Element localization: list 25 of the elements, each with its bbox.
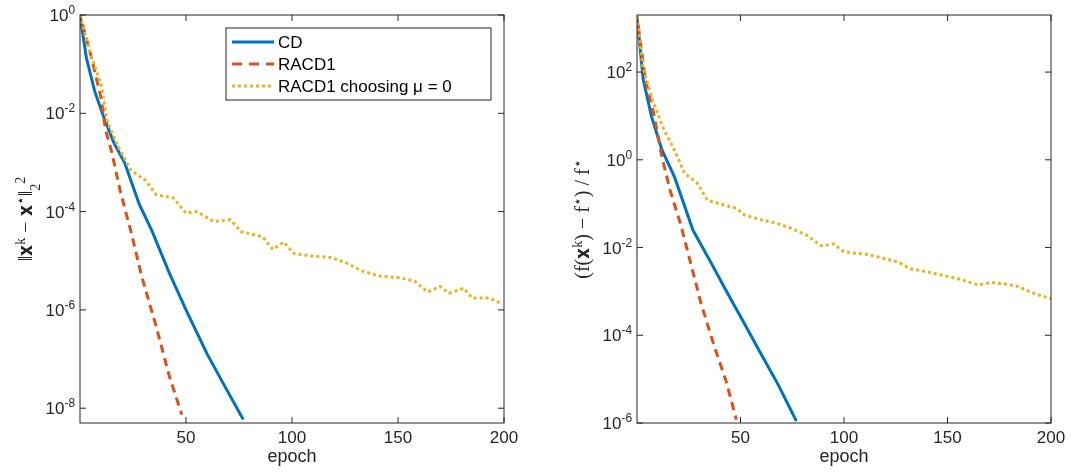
x-tick-label: 100 (829, 428, 859, 447)
y-tick-label: 10$^{-2}$ (45, 101, 76, 124)
y-tick-label: 10$^{0}$ (49, 3, 76, 25)
legend-label: RACD1 choosing μ = 0 (278, 77, 452, 96)
y-tick-label: 10$^{2}$ (606, 60, 633, 83)
y-tick-label: 10$^{-8}$ (45, 396, 76, 419)
y-tick-label: 10$^{-4}$ (45, 199, 76, 222)
x-axis-title: epoch (819, 446, 869, 466)
x-tick-label: 150 (933, 428, 962, 447)
line-series (80, 15, 184, 417)
x-tick-label: 100 (277, 428, 307, 447)
y-tick-label: 10$^{-6}$ (45, 297, 76, 320)
x-tick-label: 200 (1036, 428, 1066, 447)
legend-label: RACD1 (278, 55, 336, 74)
x-tick-label: 50 (731, 428, 750, 447)
y-tick-label: 10$^{0}$ (606, 147, 633, 170)
y-tick-label: 10$^{-4}$ (602, 323, 633, 346)
y-tick-label: 10$^{-2}$ (602, 235, 633, 258)
y-tick-label: 10$^{-6}$ (602, 411, 633, 433)
legend-label: CD (278, 33, 303, 52)
x-tick-label: 150 (383, 428, 413, 447)
x-axis-title: epoch (267, 446, 317, 466)
x-tick-label: 200 (489, 428, 519, 447)
x-tick-label: 50 (176, 428, 196, 447)
line-series (637, 15, 1051, 301)
